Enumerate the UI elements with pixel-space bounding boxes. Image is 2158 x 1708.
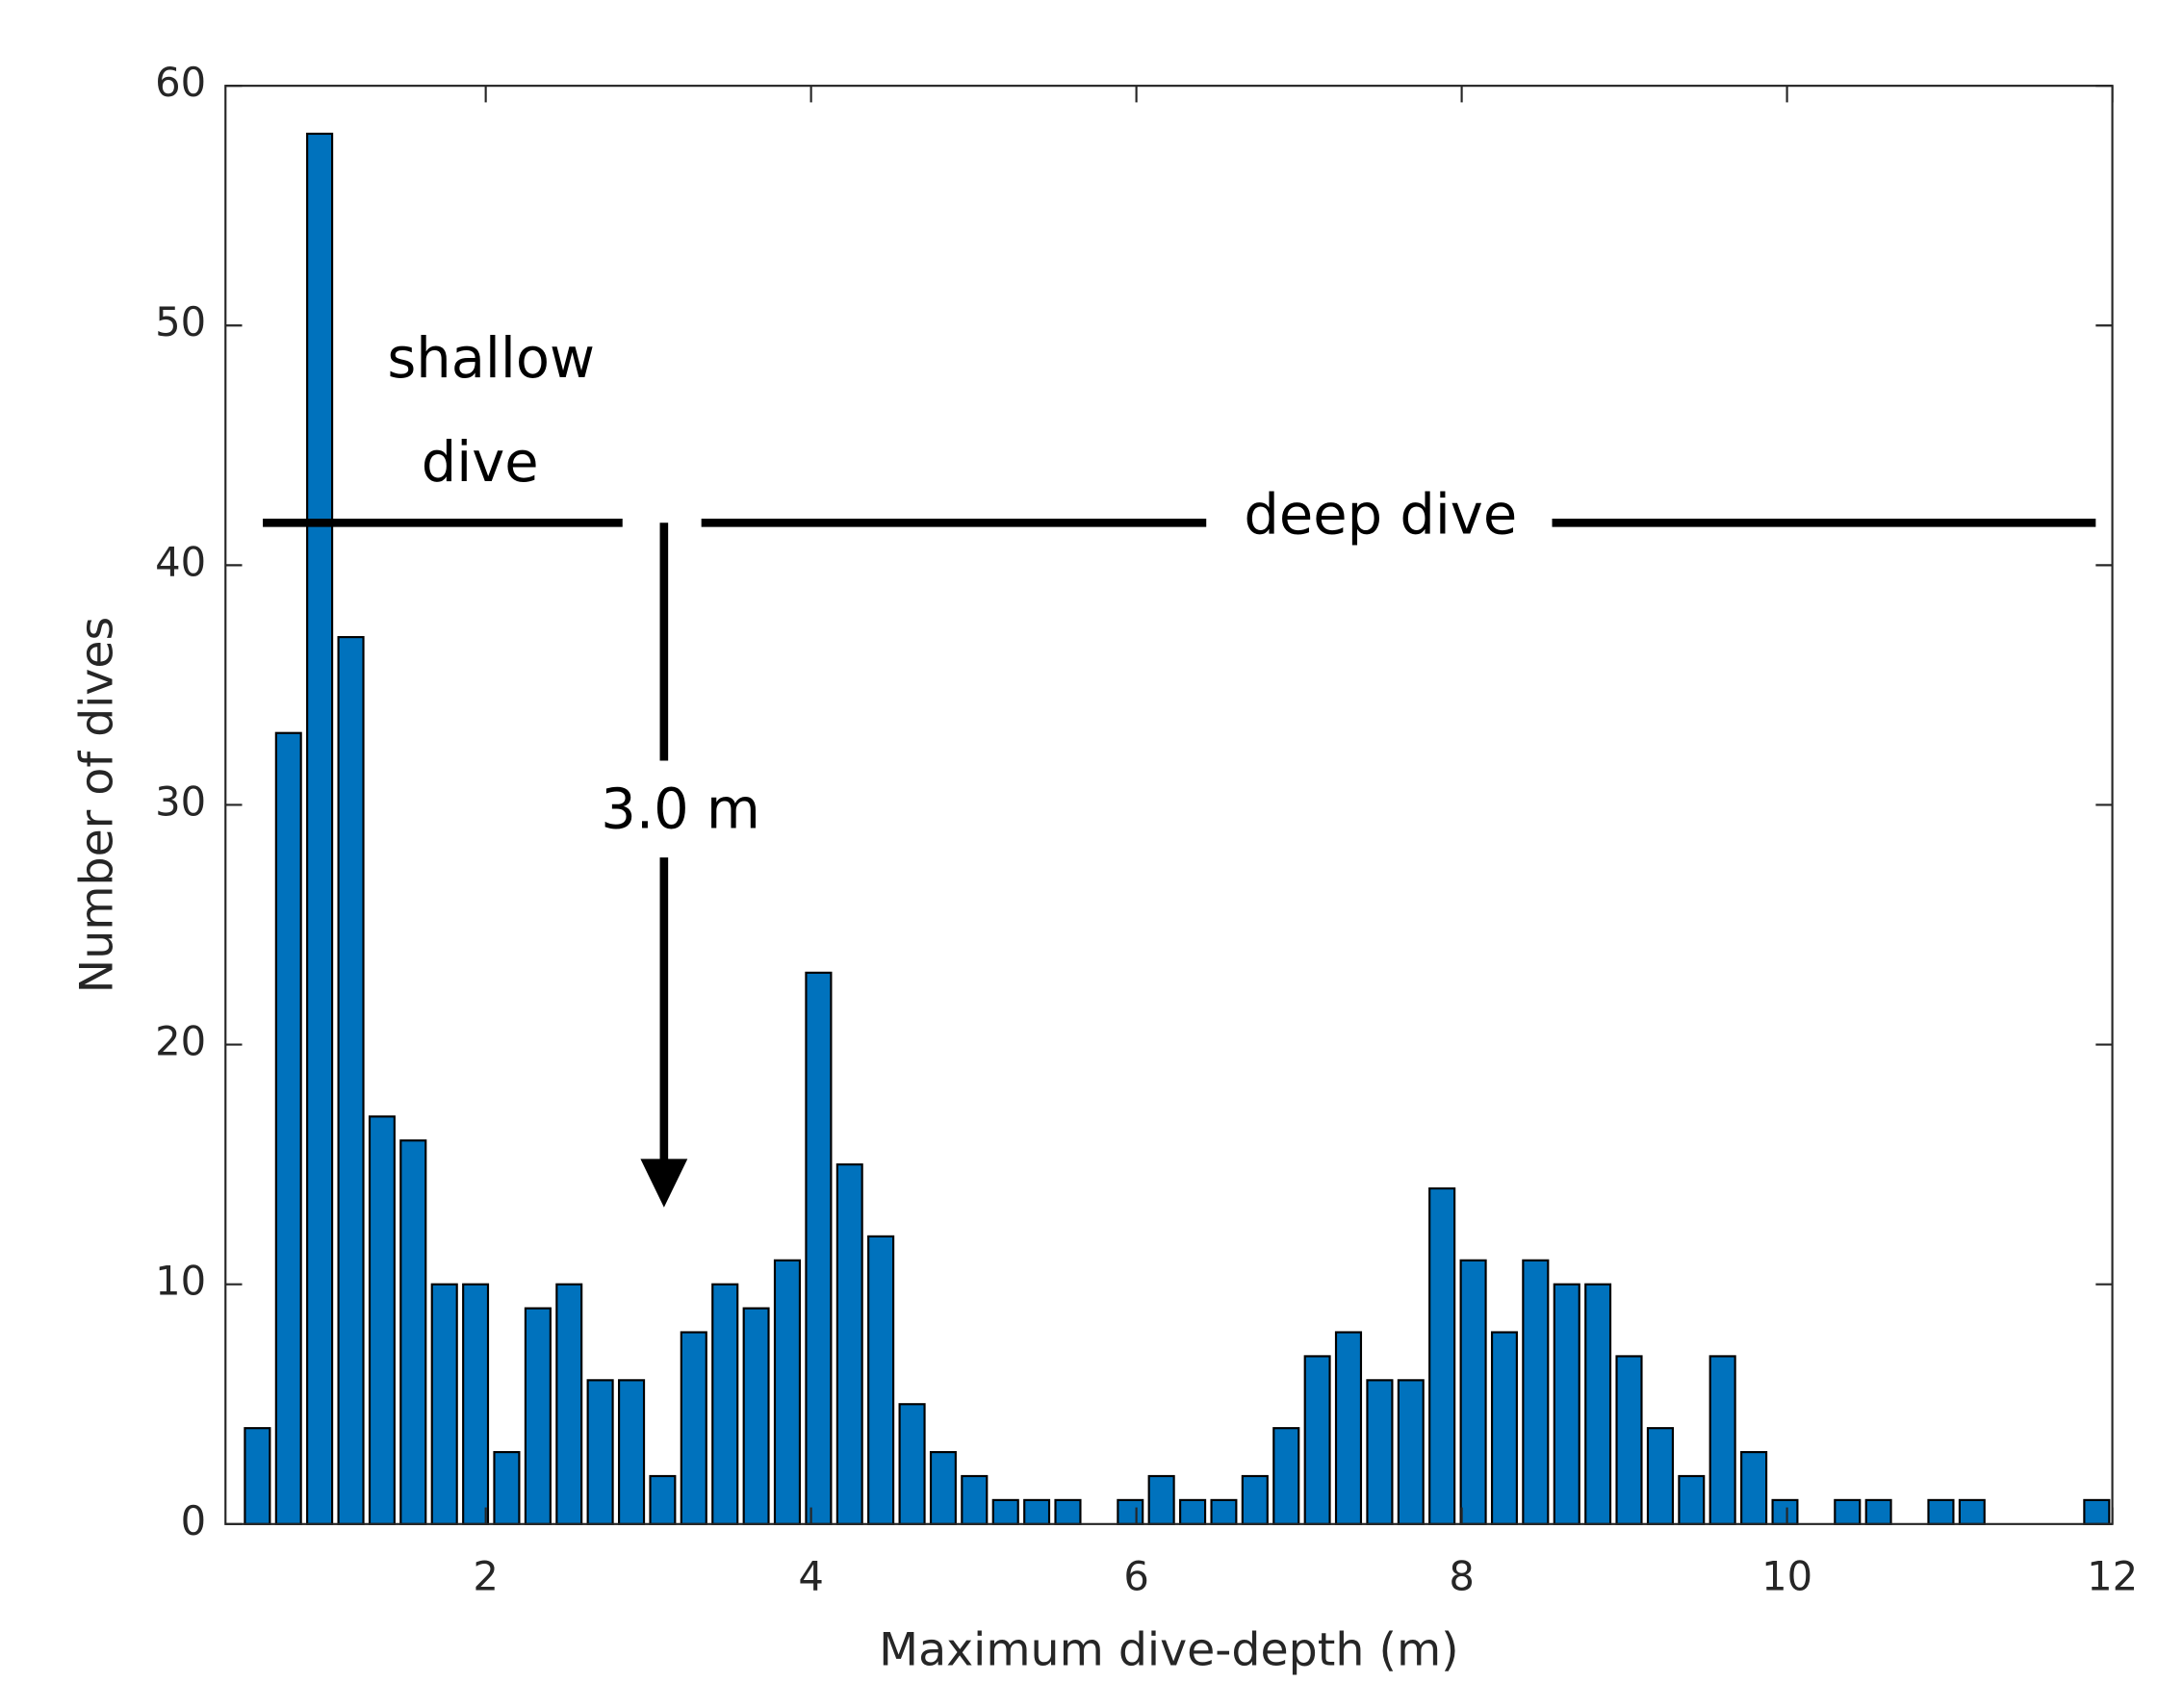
bar [835,1163,863,1525]
y-tick-label: 50 [155,298,206,345]
bar [1958,1498,1986,1525]
bar [773,1259,802,1525]
bar [1864,1498,1892,1525]
bar [399,1139,427,1525]
bar [244,1427,271,1525]
bar [586,1379,614,1525]
x-tick-label: 6 [1123,1552,1149,1599]
bar [337,636,365,1525]
arrow-head [640,1159,688,1208]
bar [1334,1331,1363,1525]
bar [649,1474,677,1525]
bar [711,1283,739,1525]
bar [618,1379,646,1525]
bar [306,132,334,1525]
bar [1740,1451,1768,1525]
bar [929,1451,957,1525]
bar [1584,1283,1612,1525]
annotation-shapes [263,518,2096,1208]
bar [1834,1498,1862,1525]
bar [1771,1498,1799,1525]
bar [524,1307,552,1525]
bar [1490,1331,1518,1525]
bar [991,1498,1019,1525]
bar [1927,1498,1955,1525]
x-axis-label: Maximum dive-depth (m) [879,1623,1458,1676]
bar [1646,1427,1674,1525]
bar [1303,1355,1331,1525]
bar [2083,1498,2111,1525]
y-tick-label: 20 [155,1018,206,1065]
bar [1708,1355,1736,1525]
x-tick-label: 10 [1761,1552,1812,1599]
bar [1397,1379,1425,1525]
bar [1272,1427,1300,1525]
annotation: 3.0 m [601,778,760,842]
bar [805,971,833,1525]
bar [1459,1259,1487,1525]
y-tick-label: 40 [155,538,206,585]
bar [462,1283,490,1525]
bar [274,731,302,1525]
bar [961,1474,989,1525]
y-tick-label: 10 [155,1258,206,1305]
bar [680,1331,707,1525]
bar [867,1235,895,1525]
bar [1615,1355,1643,1525]
axes-box [224,85,2114,1525]
x-tick-label: 2 [473,1552,499,1599]
bar [1147,1474,1175,1525]
bar [1210,1498,1238,1525]
x-tick-label: 4 [798,1552,824,1599]
bar [555,1283,583,1525]
y-axis-label: Number of dives [70,617,123,993]
bar [368,1115,396,1525]
bar [1179,1498,1207,1525]
annotation: shallow [387,326,595,391]
annotation: deep dive [1244,483,1517,548]
x-tick-label: 12 [2087,1552,2138,1599]
bars [244,132,2111,1525]
bar [1054,1498,1082,1525]
y-tick-label: 30 [155,778,206,825]
bar [1117,1498,1144,1525]
bar [1553,1283,1580,1525]
bar [1366,1379,1394,1525]
bar [1428,1186,1456,1525]
bar [1023,1498,1051,1525]
bar [1678,1474,1706,1525]
annotation: dive [422,430,539,495]
y-tick-label: 60 [155,59,206,106]
bar [1522,1259,1550,1525]
bar [493,1451,521,1525]
bar [742,1307,770,1525]
bar [1241,1474,1269,1525]
bar [898,1403,926,1525]
y-tick-label: 0 [181,1497,207,1544]
bar [430,1283,458,1525]
x-tick-label: 8 [1449,1552,1475,1599]
